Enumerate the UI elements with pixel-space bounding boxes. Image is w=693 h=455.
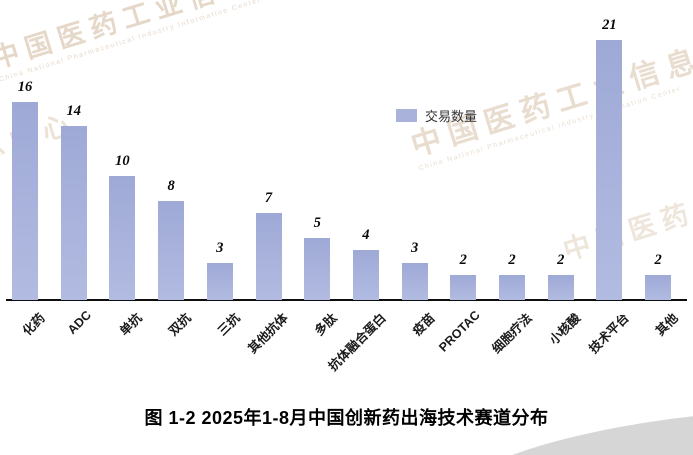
bar-value: 3	[410, 239, 419, 256]
chart-title: 图 1-2 2025年1-8月中国创新药出海技术赛道分布	[144, 408, 549, 428]
bar-value: 2	[459, 252, 467, 269]
bar	[60, 126, 87, 300]
bar-value: 8	[167, 177, 175, 194]
bar	[645, 275, 672, 300]
bar-value: 2	[557, 252, 565, 269]
bar-value: 16	[17, 78, 33, 95]
bar	[304, 238, 331, 300]
bar-value: 2	[654, 252, 662, 269]
bar	[401, 262, 428, 300]
bar	[596, 39, 623, 300]
bar	[109, 176, 136, 300]
x-axis-line	[6, 299, 687, 301]
bar	[206, 262, 233, 300]
bar-value: 3	[216, 239, 224, 256]
bar	[255, 213, 282, 300]
bar	[12, 101, 38, 300]
bar-value: 7	[264, 190, 273, 207]
bar	[499, 275, 525, 300]
bar-value: 10	[115, 153, 130, 169]
legend-label: 交易数量	[425, 109, 478, 124]
legend: 交易数量	[396, 106, 477, 125]
bar	[158, 200, 185, 300]
bar	[450, 275, 477, 300]
bar-value: 4	[362, 227, 370, 244]
bar	[352, 250, 379, 300]
bar-value: 21	[602, 16, 617, 33]
legend-swatch	[396, 109, 417, 122]
bar	[547, 275, 574, 300]
bar-value: 2	[508, 252, 516, 269]
bar-value: 5	[313, 215, 321, 231]
bar-value: 14	[66, 103, 81, 120]
